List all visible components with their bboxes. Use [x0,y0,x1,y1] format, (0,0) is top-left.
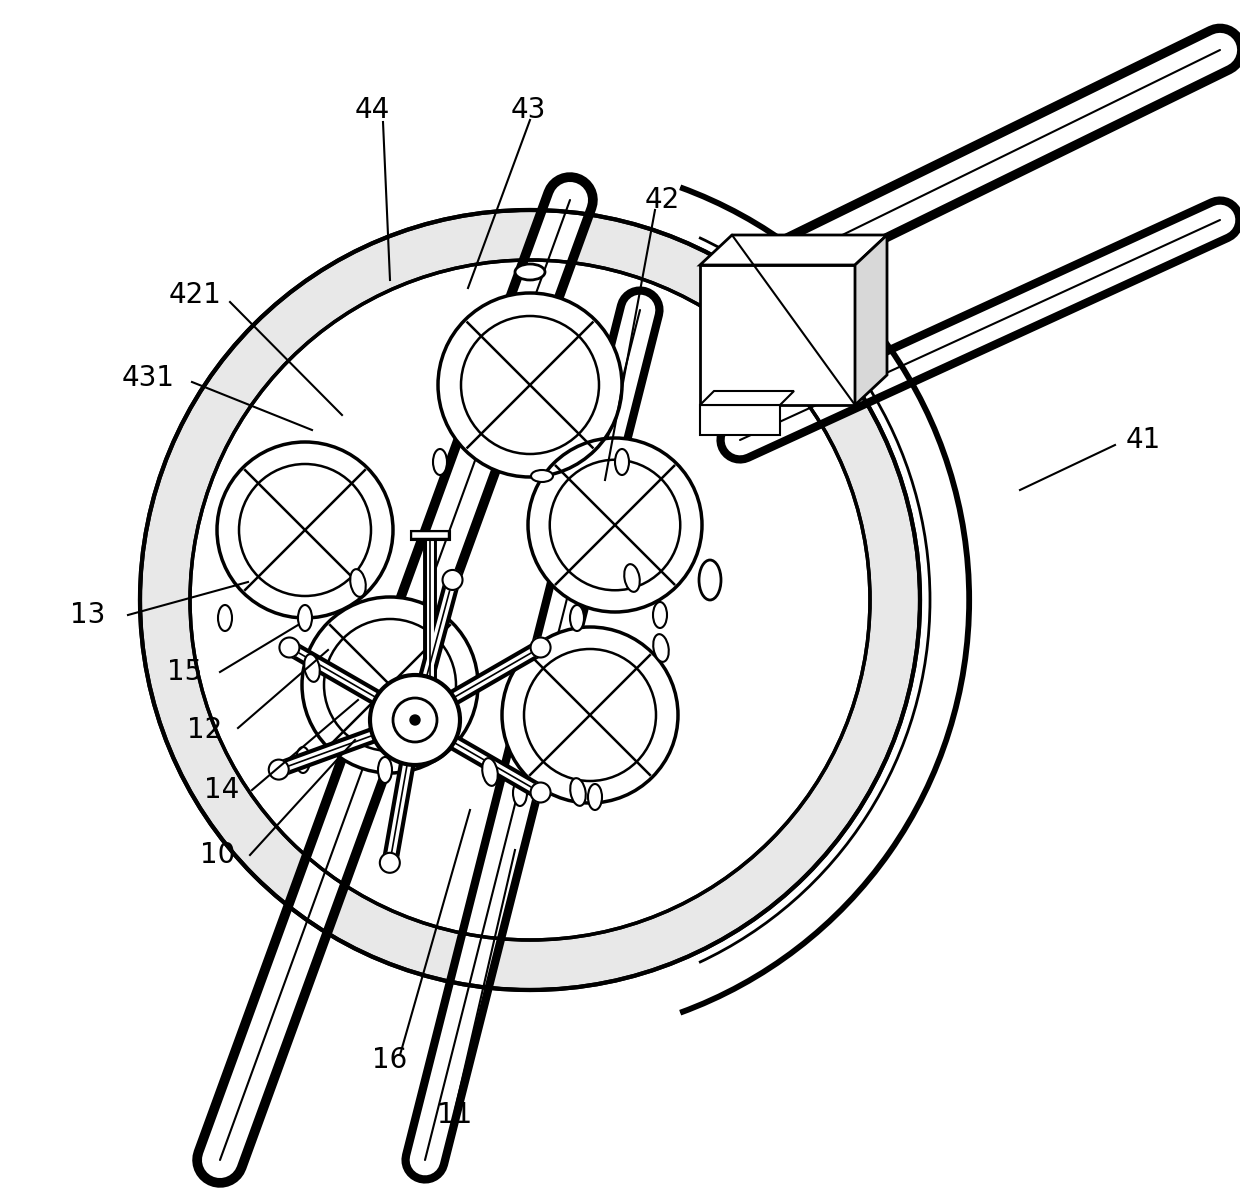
Circle shape [190,260,870,940]
Text: 421: 421 [169,282,222,309]
Circle shape [528,438,702,612]
Ellipse shape [588,784,601,810]
Ellipse shape [653,635,668,662]
Ellipse shape [350,569,366,596]
Circle shape [279,637,299,657]
Text: 14: 14 [205,775,239,804]
Ellipse shape [298,605,312,631]
Text: 44: 44 [355,95,389,124]
Text: 12: 12 [187,716,223,744]
Text: 42: 42 [645,186,680,214]
Text: 15: 15 [167,659,202,686]
Circle shape [531,637,551,657]
Ellipse shape [615,449,629,475]
Circle shape [269,760,289,779]
Ellipse shape [513,780,527,806]
Circle shape [410,715,420,725]
Ellipse shape [482,758,497,786]
Ellipse shape [515,264,546,280]
Ellipse shape [570,778,585,805]
Text: 16: 16 [372,1046,408,1074]
Ellipse shape [296,747,310,773]
Circle shape [502,628,678,803]
Ellipse shape [304,654,320,682]
Ellipse shape [218,605,232,631]
Text: 13: 13 [71,601,105,629]
Circle shape [531,783,551,803]
Ellipse shape [699,560,720,600]
Circle shape [438,293,622,477]
Circle shape [379,853,399,873]
Ellipse shape [570,605,584,631]
Circle shape [140,210,920,990]
Polygon shape [856,235,887,404]
Circle shape [190,260,870,940]
Circle shape [443,570,463,591]
Circle shape [393,698,436,742]
Ellipse shape [531,470,553,482]
Text: 43: 43 [511,95,546,124]
Text: 10: 10 [201,841,236,869]
Polygon shape [701,391,794,404]
Ellipse shape [378,758,392,783]
Circle shape [303,596,477,773]
Text: 11: 11 [438,1101,472,1129]
Text: 431: 431 [122,364,175,392]
Ellipse shape [624,564,640,592]
Bar [701,265,856,404]
Circle shape [370,675,460,765]
Text: 41: 41 [1126,426,1161,455]
Polygon shape [701,235,887,265]
Bar [701,404,780,435]
Circle shape [217,441,393,618]
Ellipse shape [653,602,667,628]
Ellipse shape [433,449,446,475]
